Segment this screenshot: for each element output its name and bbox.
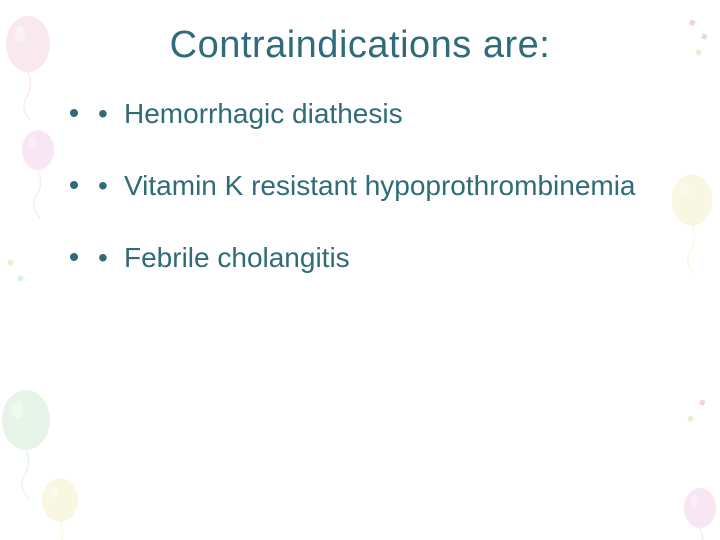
bullet-item: • Febrile cholangitis xyxy=(64,240,672,276)
slide-title: Contraindications are: xyxy=(0,24,720,67)
slide: Contraindications are: • Hemorrhagic diat… xyxy=(0,0,720,540)
bullet-outer-icon xyxy=(70,253,78,261)
slide-body: • Hemorrhagic diathesis • Vitamin K resista… xyxy=(64,96,672,311)
bullet-item: • Hemorrhagic diathesis xyxy=(64,96,672,132)
bullet-text: Hemorrhagic diathesis xyxy=(124,98,403,129)
bullet-inner-icon: • xyxy=(98,168,106,204)
bullet-text: Febrile cholangitis xyxy=(124,242,350,273)
bullet-list: • Hemorrhagic diathesis • Vitamin K resista… xyxy=(64,96,672,275)
bullet-outer-icon xyxy=(70,109,78,117)
bullet-inner-icon: • xyxy=(98,240,106,276)
bullet-text: Vitamin K resistant hypoprothrombinemia xyxy=(124,170,636,201)
bullet-item: • Vitamin K resistant hypoprothrombinemia xyxy=(64,168,672,204)
bullet-inner-icon: • xyxy=(98,96,106,132)
bullet-outer-icon xyxy=(70,181,78,189)
